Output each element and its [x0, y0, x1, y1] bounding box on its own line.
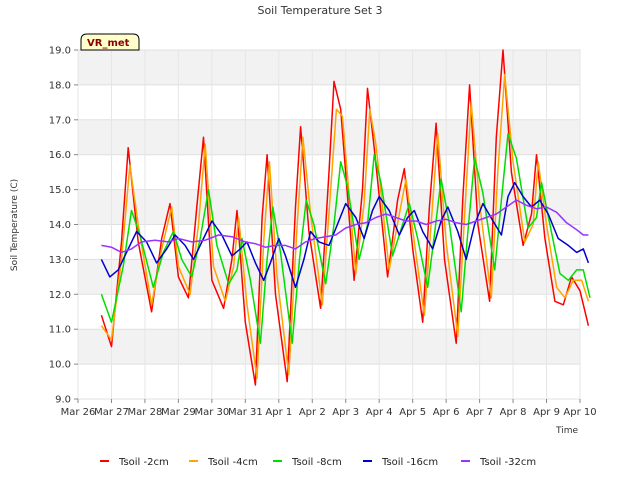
x-tick-label: Apr 1 [265, 407, 292, 418]
x-tick-label: Apr 7 [466, 407, 493, 418]
legend-label: Tsoil -8cm [291, 457, 342, 468]
x-tick-label: Mar 27 [94, 407, 129, 418]
grid-band [78, 119, 580, 155]
legend-label: Tsoil -2cm [118, 457, 169, 468]
y-tick-label: 17.0 [49, 115, 71, 126]
y-axis-ticks: 9.0 10.0 11.0 12.0 13.0 14.0 15.0 16.0 17.0 18.0 1… [49, 46, 78, 406]
y-tick-label: 13.0 [49, 255, 71, 266]
series-lines [100, 49, 591, 386]
x-tick-label: Mar 26 [61, 407, 96, 418]
y-tick-label: 11.0 [49, 325, 71, 336]
x-tick-label: Apr 6 [433, 407, 460, 418]
y-tick-label: 19.0 [49, 46, 71, 57]
y-tick-label: 14.0 [49, 220, 71, 231]
grid-band [78, 50, 580, 85]
legend-label: Tsoil -32cm [479, 457, 536, 468]
series-line-tsoil-2cm [100, 49, 590, 386]
x-tick-label: Apr 2 [299, 407, 326, 418]
x-tick-label: Apr 8 [500, 407, 527, 418]
y-tick-label: 12.0 [49, 290, 71, 301]
badge-label: VR_met [87, 38, 130, 49]
y-tick-label: 9.0 [55, 395, 71, 406]
x-tick-label: Apr 10 [563, 407, 596, 418]
grid-band [78, 329, 580, 365]
series-line-tsoil-16cm [100, 181, 590, 289]
x-tick-label: Apr 5 [399, 407, 426, 418]
y-axis-title: Soil Temperature (C) [10, 179, 20, 271]
y-tick-label: 10.0 [49, 360, 71, 371]
x-tick-label: Apr 9 [533, 407, 560, 418]
legend: Tsoil -2cm Tsoil -4cm Tsoil -8cm Tsoil -16c… [100, 457, 536, 468]
series-line-tsoil-32cm [101, 199, 589, 254]
y-tick-label: 15.0 [49, 185, 71, 196]
series-line-tsoil-8cm [100, 133, 591, 344]
y-tick-label: 18.0 [49, 80, 71, 91]
x-tick-label: Mar 28 [128, 407, 163, 418]
x-tick-label: Mar 29 [161, 407, 196, 418]
y-tick-label: 16.0 [49, 150, 71, 161]
x-tick-label: Apr 4 [366, 407, 393, 418]
station-badge: VR_met [80, 33, 140, 51]
x-axis-title: Time [555, 426, 578, 436]
badge-box [80, 33, 140, 51]
x-tick-label: Mar 31 [228, 407, 263, 418]
legend-label: Tsoil -4cm [207, 457, 258, 468]
chart-title: Soil Temperature Set 3 [257, 4, 382, 17]
legend-label: Tsoil -16cm [381, 457, 438, 468]
x-tick-label: Mar 30 [194, 407, 229, 418]
x-tick-label: Apr 3 [332, 407, 359, 418]
